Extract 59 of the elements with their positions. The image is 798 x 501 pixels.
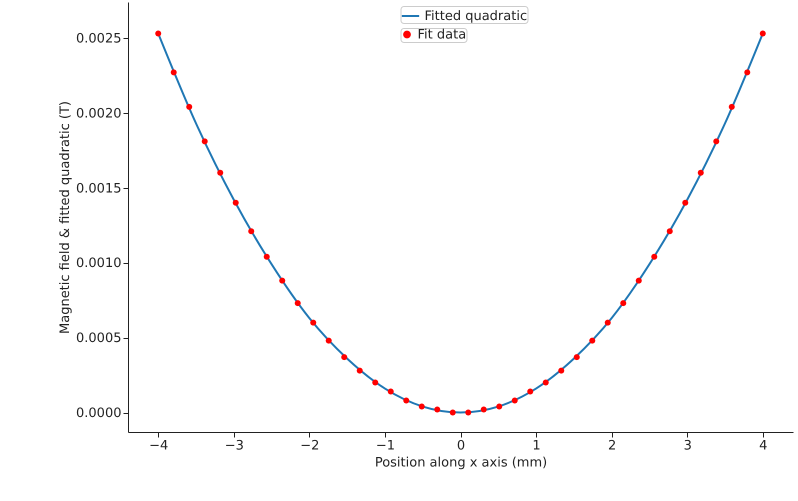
point xyxy=(512,398,518,404)
legend-label: Fit data xyxy=(418,28,466,42)
x-tick-label: 2 xyxy=(608,438,616,454)
point xyxy=(248,228,254,234)
point xyxy=(558,368,564,374)
point xyxy=(155,30,162,36)
x-tick-label: 0 xyxy=(456,438,466,454)
point xyxy=(186,104,192,110)
point xyxy=(372,380,378,386)
x-tick-label: 1 xyxy=(532,438,541,454)
x-tick-label: −4 xyxy=(149,438,168,454)
point xyxy=(604,320,611,326)
point xyxy=(294,300,301,306)
point xyxy=(636,278,642,284)
point xyxy=(682,200,688,206)
point xyxy=(744,69,750,76)
point xyxy=(217,170,224,176)
point xyxy=(760,30,766,36)
point xyxy=(713,138,720,144)
point xyxy=(264,254,270,260)
point xyxy=(434,406,440,413)
point xyxy=(170,69,177,76)
legend-label: Fitted quadratic xyxy=(424,9,528,24)
y-tick-label: 0.0010 xyxy=(76,256,122,272)
point xyxy=(620,300,626,306)
point xyxy=(403,398,410,404)
point xyxy=(698,170,704,176)
point xyxy=(465,410,472,416)
point xyxy=(480,406,487,413)
y-tick-label: 0.0005 xyxy=(76,331,122,346)
point xyxy=(728,104,735,110)
point xyxy=(450,410,456,416)
point xyxy=(651,254,658,260)
point xyxy=(542,380,549,386)
point xyxy=(527,388,534,395)
point xyxy=(574,354,580,360)
point xyxy=(589,338,596,344)
point xyxy=(279,278,286,284)
point xyxy=(341,354,348,360)
y-axis-title: Magnetic field & fitted quadratic (T) xyxy=(58,101,74,334)
y-tick-label: 0.0020 xyxy=(76,106,122,122)
point xyxy=(418,404,425,410)
x-axis-title: Position along x axis (mm) xyxy=(374,456,548,470)
x-tick-label: −2 xyxy=(300,438,320,454)
point xyxy=(388,388,394,395)
point xyxy=(232,200,239,206)
point xyxy=(326,338,332,344)
point xyxy=(356,368,363,374)
point xyxy=(310,320,316,326)
x-tick-label: −1 xyxy=(376,438,396,454)
y-tick-label: 0.0025 xyxy=(76,31,122,46)
point xyxy=(496,404,502,410)
point xyxy=(202,138,208,144)
y-tick-label: 0.0000 xyxy=(76,406,122,422)
x-tick-label: 4 xyxy=(759,438,768,454)
x-tick-label: 3 xyxy=(684,438,692,454)
x-tick-label: −3 xyxy=(224,438,244,454)
y-tick-label: 0.0015 xyxy=(76,181,122,196)
point xyxy=(666,228,673,234)
